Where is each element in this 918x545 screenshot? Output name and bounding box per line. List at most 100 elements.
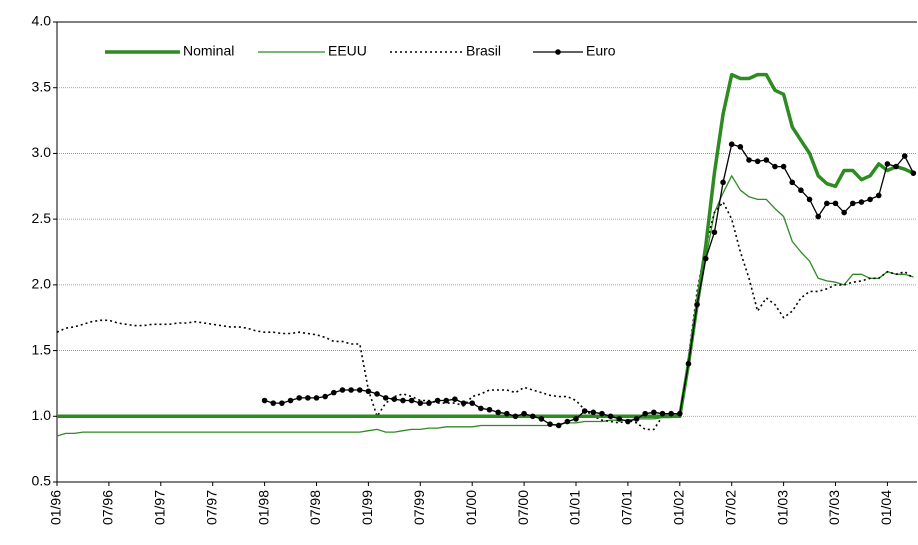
series-marker <box>789 179 796 186</box>
series-marker <box>512 413 519 420</box>
legend-label: Brasil <box>466 43 501 59</box>
series-marker <box>400 397 406 404</box>
series-marker <box>408 397 415 404</box>
series-marker <box>374 391 380 397</box>
series-marker <box>279 400 285 406</box>
x-tick-label: 01/03 <box>774 490 790 525</box>
series-marker <box>798 187 804 194</box>
series-marker <box>832 200 839 207</box>
series-marker <box>391 396 398 403</box>
x-tick-label: 01/99 <box>359 490 375 525</box>
x-tick-label: 01/01 <box>567 490 583 525</box>
y-tick-label: 0.5 <box>32 473 52 489</box>
x-tick-label: 07/03 <box>826 490 842 525</box>
series-marker <box>824 200 830 207</box>
x-tick-label: 07/00 <box>515 490 531 525</box>
series-marker <box>651 409 657 416</box>
series-marker <box>529 413 536 420</box>
series-line <box>57 72 915 419</box>
y-tick-label: 1.0 <box>32 407 52 423</box>
series-marker <box>434 397 441 404</box>
series-marker <box>875 192 882 199</box>
series-marker <box>564 418 571 425</box>
series-marker <box>668 410 674 417</box>
x-tick-label: 07/97 <box>203 490 219 525</box>
series-marker <box>486 406 493 413</box>
plot-area <box>57 22 917 482</box>
series-marker <box>642 410 648 417</box>
series-marker <box>504 410 510 417</box>
series-marker <box>590 409 597 416</box>
series-marker <box>460 400 467 406</box>
x-tick-label: 07/99 <box>411 490 427 525</box>
series-marker <box>780 163 787 170</box>
series-marker <box>426 400 432 406</box>
series-marker <box>443 397 450 404</box>
series-marker <box>331 389 337 396</box>
series-marker <box>452 396 458 403</box>
y-tick-label: 2.5 <box>32 210 52 226</box>
series-marker <box>677 410 683 417</box>
series-marker <box>754 158 761 165</box>
series-marker <box>538 416 545 422</box>
series-marker <box>322 393 328 400</box>
series-marker <box>365 388 372 395</box>
series-marker <box>581 408 588 414</box>
x-tick-label: 01/97 <box>152 490 168 525</box>
x-tick-label: 01/98 <box>255 490 271 525</box>
series-marker <box>261 397 268 404</box>
series-line <box>264 143 914 427</box>
y-tick-label: 3.5 <box>32 78 52 94</box>
x-tick-label: 07/96 <box>100 490 116 525</box>
series-marker <box>694 301 700 308</box>
series-marker <box>573 416 579 422</box>
series-marker <box>737 144 744 150</box>
y-tick-label: 4.0 <box>32 13 52 29</box>
x-tick-label: 01/00 <box>463 490 479 525</box>
x-tick-label: 07/01 <box>619 490 635 525</box>
series-marker <box>633 416 640 422</box>
series-marker <box>616 416 623 422</box>
y-tick-label: 3.0 <box>32 144 52 160</box>
legend-marker <box>555 49 561 55</box>
series-marker <box>356 387 363 393</box>
series-marker <box>850 200 856 207</box>
series-line <box>56 201 914 431</box>
series-marker <box>495 409 501 416</box>
series-marker <box>599 410 605 417</box>
series-marker <box>841 209 847 216</box>
series-marker <box>625 418 631 425</box>
series-marker <box>521 410 527 417</box>
series-marker <box>806 196 813 203</box>
legend-label: EEUU <box>328 43 367 59</box>
series-marker <box>313 395 320 401</box>
series-marker <box>478 405 484 412</box>
series-marker <box>711 229 718 236</box>
y-tick-label: 2.0 <box>32 276 52 292</box>
series-marker <box>772 163 778 170</box>
x-tick-label: 01/02 <box>671 490 687 525</box>
x-tick-label: 01/96 <box>48 490 64 525</box>
series-marker <box>720 179 726 186</box>
legend-label: Nominal <box>183 43 234 59</box>
series-marker <box>305 395 311 401</box>
series-marker <box>685 360 692 367</box>
series-marker <box>270 400 277 406</box>
legend-label: Euro <box>586 43 616 59</box>
series-marker <box>382 395 389 401</box>
series-marker <box>547 421 553 427</box>
series-marker <box>901 153 908 159</box>
series-marker <box>893 163 899 170</box>
series-marker <box>659 410 666 417</box>
series-marker <box>746 157 752 163</box>
series-marker <box>287 397 294 404</box>
series-marker <box>296 395 303 401</box>
series-marker <box>607 413 614 420</box>
series-marker <box>763 157 770 163</box>
series-marker <box>469 400 476 406</box>
series-marker <box>815 213 821 220</box>
series-marker <box>728 141 735 148</box>
series-marker <box>702 255 709 262</box>
x-tick-label: 07/02 <box>722 490 738 525</box>
